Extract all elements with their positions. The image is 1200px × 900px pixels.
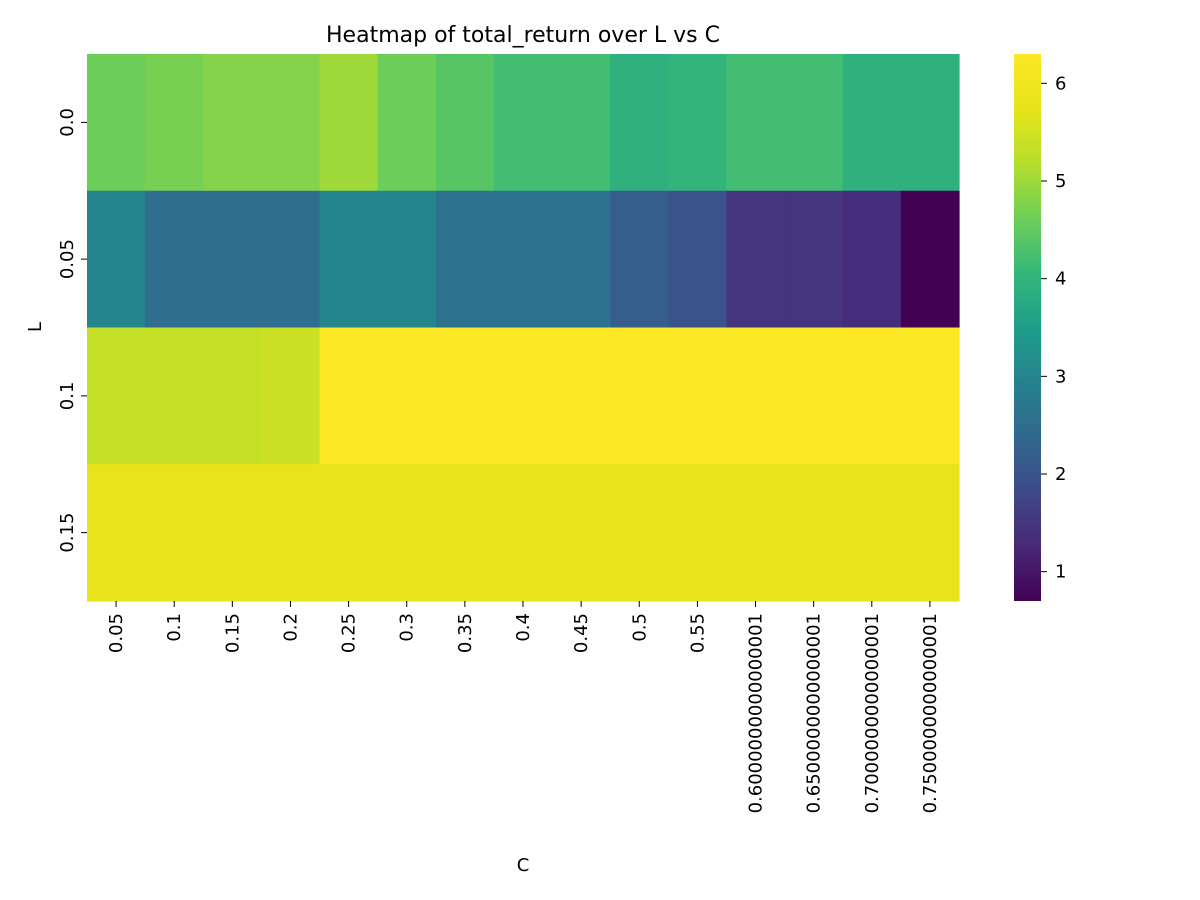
colorbar-tick-label: 5 — [1055, 171, 1066, 192]
heatmap-cell — [319, 54, 379, 192]
heatmap-cell — [145, 327, 204, 465]
x-tick-label: 0.05 — [106, 613, 127, 653]
heatmap-cell — [493, 190, 553, 329]
colorbar-tick-label: 1 — [1055, 562, 1066, 583]
x-tick-label: 0.1 — [164, 613, 185, 642]
heatmap-cell — [610, 464, 669, 602]
heatmap-cell — [842, 54, 902, 192]
heatmap-cell — [203, 54, 262, 192]
heatmap-cell — [668, 327, 728, 465]
heatmap-cell — [87, 464, 146, 602]
heatmap-cell — [377, 327, 437, 465]
heatmap-cell — [319, 327, 379, 465]
heatmap-cell — [784, 190, 844, 329]
x-tick-label: 0.7000000000000001 — [862, 613, 883, 813]
heatmap-cell — [493, 327, 553, 465]
heatmap-cell — [726, 190, 786, 329]
x-tick-label: 0.5 — [629, 613, 650, 642]
heatmap-cell — [552, 54, 611, 192]
heatmap-cell — [377, 54, 437, 192]
heatmap-cell — [435, 54, 495, 192]
heatmap-cell — [784, 464, 844, 602]
y-tick-label: 0.0 — [57, 108, 78, 137]
heatmap-cell — [610, 54, 669, 192]
heatmap-cell — [261, 190, 321, 329]
heatmap-cell — [87, 54, 146, 192]
heatmap-cell — [261, 54, 321, 192]
heatmap-cell — [784, 54, 844, 192]
x-tick-label: 0.25 — [339, 613, 360, 653]
heatmap-cell — [87, 190, 146, 329]
heatmap-cell — [319, 464, 379, 602]
x-tick-label: 0.35 — [455, 613, 476, 653]
y-tick-label: 0.05 — [57, 239, 78, 279]
heatmap-cell — [493, 464, 553, 602]
heatmap-cell — [610, 327, 669, 465]
heatmap-cell — [435, 190, 495, 329]
x-tick-label: 0.7500000000000001 — [920, 613, 941, 813]
heatmap-cell — [145, 54, 204, 192]
heatmap-cell — [87, 327, 146, 465]
heatmap-cell — [261, 327, 321, 465]
heatmap-cell — [145, 464, 204, 602]
heatmap-cell — [784, 327, 844, 465]
heatmap-cell — [668, 190, 728, 329]
heatmap-cell — [552, 190, 611, 329]
heatmap-cell — [842, 327, 902, 465]
chart-title: Heatmap of total_return over L vs C — [326, 23, 720, 48]
colorbar-gradient — [1014, 54, 1041, 601]
x-tick-label: 0.6500000000000001 — [804, 613, 825, 813]
heatmap-cell — [668, 54, 728, 192]
heatmap-cell — [552, 327, 611, 465]
heatmap-cell — [842, 464, 902, 602]
heatmap-cell — [900, 54, 960, 192]
heatmap-cell — [261, 464, 321, 602]
heatmap-cell — [377, 190, 437, 329]
x-tick-label: 0.4 — [513, 613, 534, 642]
heatmap-cell — [726, 464, 786, 602]
heatmap-cell — [842, 190, 902, 329]
y-tick-label: 0.1 — [57, 382, 78, 411]
heatmap-cell — [610, 190, 669, 329]
colorbar: 1 2 3 4 5 6 — [1014, 54, 1066, 601]
heatmap-cell — [203, 327, 262, 465]
heatmap-cell — [203, 190, 262, 329]
x-tick-label: 0.3 — [397, 613, 418, 642]
colorbar-tick-label: 6 — [1055, 73, 1066, 94]
colorbar-tick-label: 4 — [1055, 269, 1066, 290]
y-axis-label: L — [25, 322, 46, 332]
heatmap-cell — [145, 190, 204, 329]
colorbar-tick-label: 2 — [1055, 464, 1066, 485]
x-tick-label: 0.45 — [571, 613, 592, 653]
heatmap-cell — [726, 327, 786, 465]
heatmap-cell — [319, 190, 379, 329]
x-tick-label: 0.55 — [687, 613, 708, 653]
heatmap-cell — [552, 464, 611, 602]
x-tick-label: 0.6000000000000001 — [746, 613, 767, 813]
heatmap-cell — [203, 464, 262, 602]
y-axis-ticks: 0.0 0.05 0.1 0.15 — [57, 108, 87, 553]
x-axis-label: C — [517, 855, 530, 876]
heatmap-cell — [668, 464, 728, 602]
heatmap-cell — [493, 54, 553, 192]
heatmap-cell — [435, 327, 495, 465]
colorbar-tick-label: 3 — [1055, 366, 1066, 387]
heatmap-cell — [900, 190, 960, 329]
heatmap-cell — [726, 54, 786, 192]
heatmap-cells — [87, 54, 960, 602]
heatmap-cell — [900, 327, 960, 465]
y-tick-label: 0.15 — [57, 513, 78, 553]
x-axis-ticks: 0.05 0.1 0.15 0.2 0.25 0.3 0.35 0.4 0.45 0.5 0.55 0… — [106, 601, 941, 813]
heatmap-cell — [900, 464, 960, 602]
x-tick-label: 0.15 — [222, 613, 243, 653]
heatmap-cell — [435, 464, 495, 602]
x-tick-label: 0.2 — [280, 613, 301, 642]
heatmap-cell — [377, 464, 437, 602]
